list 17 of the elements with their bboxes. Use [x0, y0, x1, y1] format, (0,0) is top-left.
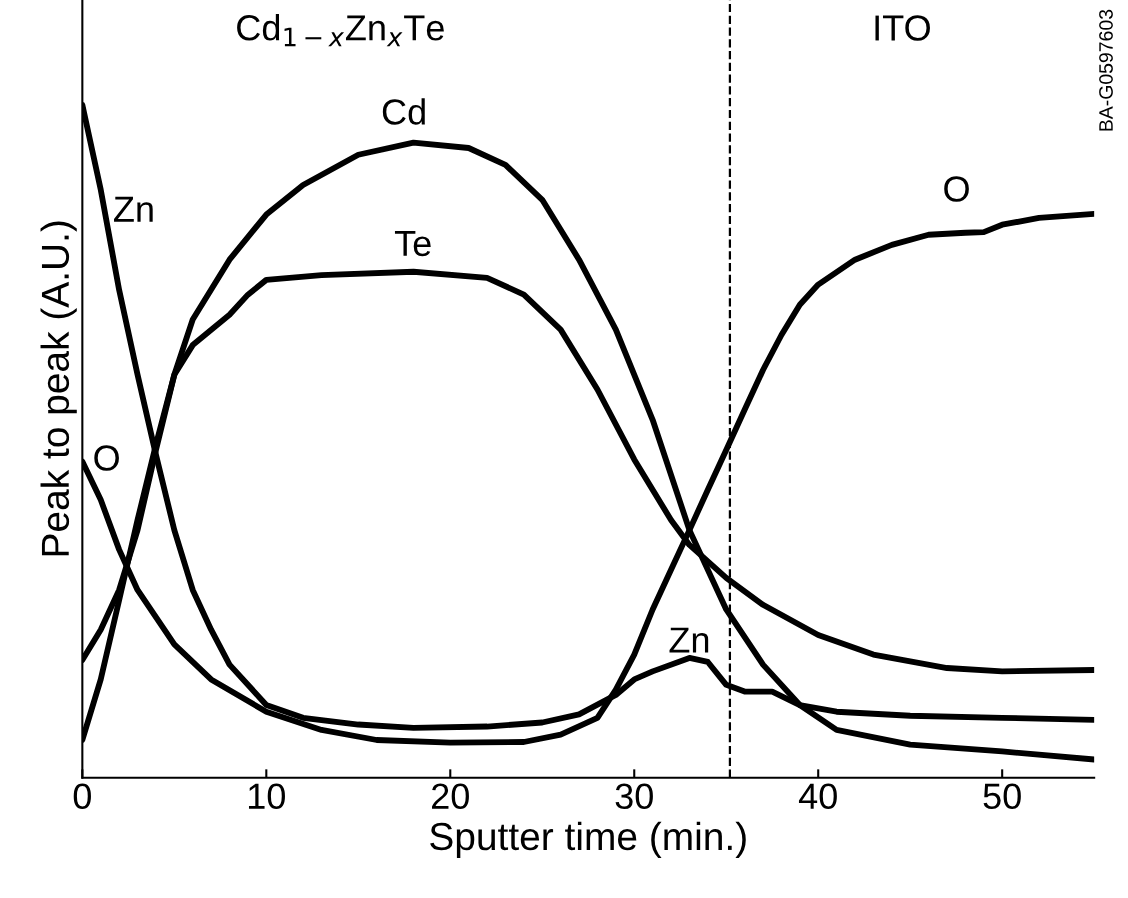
- x-tick-label: 20: [432, 783, 469, 810]
- annotation: O: [944, 176, 969, 202]
- text: BA-G0597603: [1099, 9, 1113, 131]
- x-tick-label: 0: [73, 783, 91, 810]
- x-tick-label: 30: [615, 783, 653, 810]
- text: Cd$_{1−x}$Zn$_{x}$Te: [237, 14, 444, 47]
- x-tick-label: 50: [983, 783, 1021, 810]
- x-axis-title: Sputter time (min.): [430, 821, 746, 858]
- text: ITO: [875, 15, 930, 41]
- x-tick-label: 10: [248, 783, 285, 810]
- annotation: O: [94, 445, 119, 471]
- x-tick-label: 40: [798, 783, 837, 810]
- annotation: Cd: [382, 98, 425, 125]
- annotation: Zn: [114, 196, 153, 222]
- y-axis-title: Peak to peak (A.U.): [40, 221, 77, 556]
- annotation: Te: [394, 231, 431, 257]
- annotation: Zn: [669, 627, 709, 653]
